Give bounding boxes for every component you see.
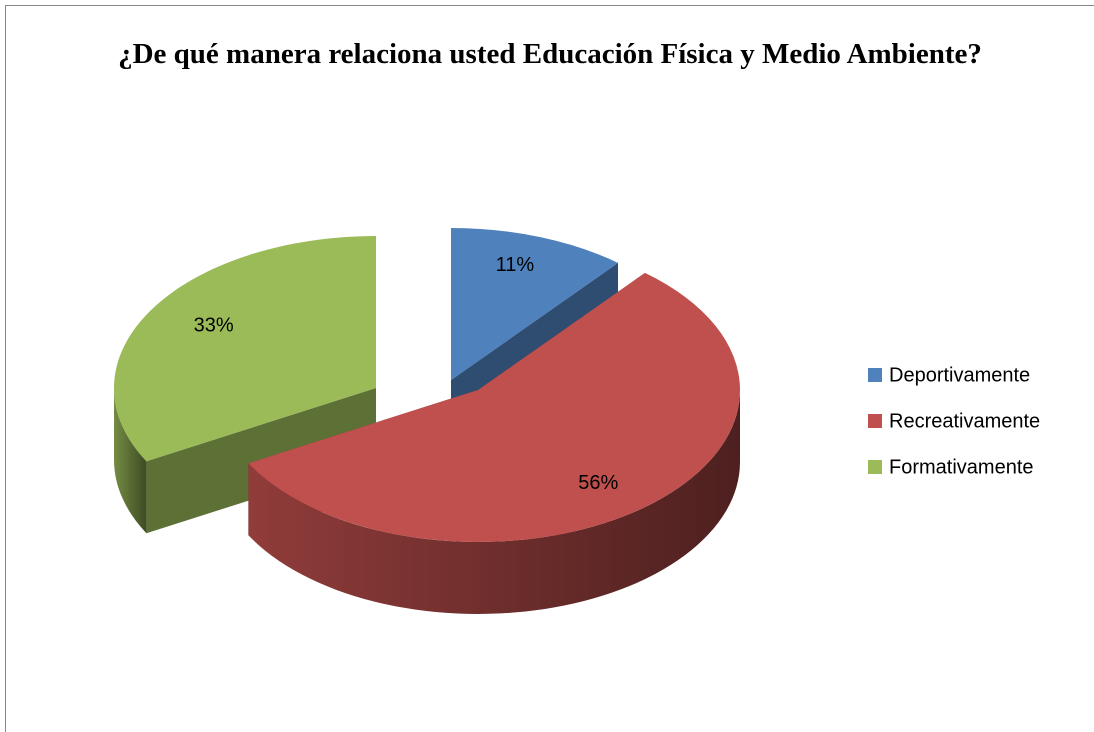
slice [248, 272, 740, 615]
chart-title: ¿De qué manera relaciona usted Educación… [118, 38, 982, 70]
chart-border [5, 5, 1094, 732]
legend-label: Deportivamente [889, 364, 1030, 386]
slice-wall [114, 388, 147, 534]
slice-top [114, 236, 376, 462]
slice-wall [248, 390, 740, 615]
legend-swatch [868, 460, 882, 474]
data-label: 11% [496, 254, 535, 276]
data-label: 56% [578, 472, 618, 494]
legend-label: Recreativamente [889, 410, 1040, 432]
slice-top [248, 272, 740, 543]
data-label: 33% [194, 314, 234, 336]
legend-swatch [868, 414, 882, 428]
legend-swatch [868, 368, 882, 382]
legend-label: Formativamente [889, 456, 1034, 478]
slice-top [451, 228, 619, 380]
